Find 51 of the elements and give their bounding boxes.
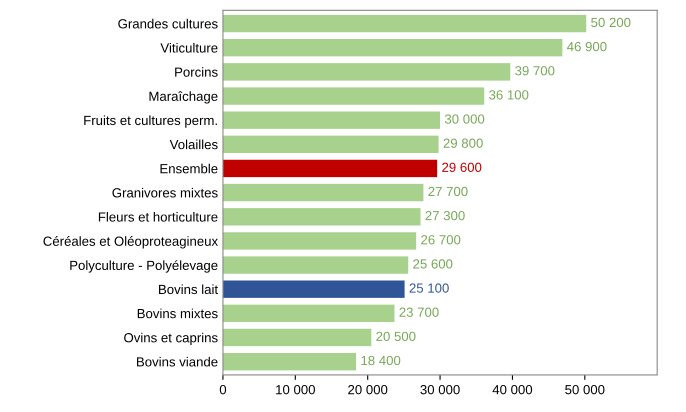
y-tick-label: Ovins et caprins — [124, 332, 218, 346]
bar — [222, 184, 424, 202]
y-tick-label: Bovins lait — [159, 284, 218, 294]
y-tick-label: Polyculture - Polyélevage — [70, 260, 218, 273]
data-label: 30 000 — [444, 114, 484, 124]
data-label: 26 700 — [421, 235, 460, 244]
bar — [222, 280, 405, 298]
data-label: 50 200 — [591, 18, 630, 28]
bar — [222, 63, 510, 81]
y-tick-label: Volailles — [170, 140, 218, 150]
data-label: 39 700 — [515, 66, 554, 76]
y-tick-label: Granivores mixtes — [112, 188, 218, 198]
data-label: 27 700 — [428, 186, 468, 196]
bar — [222, 232, 416, 250]
bar — [222, 39, 562, 56]
data-label: 18 400 — [361, 356, 400, 366]
y-tick-label: Maraîchage — [150, 91, 218, 104]
data-label: 25 100 — [410, 283, 449, 293]
bar — [222, 160, 438, 178]
bar — [222, 14, 586, 32]
data-label: 29 800 — [444, 138, 483, 148]
x-tick-label: 40 000 — [492, 384, 532, 394]
y-tick-label: Bovins viande — [137, 356, 218, 367]
data-label: 36 100 — [489, 90, 528, 100]
bar — [222, 111, 440, 129]
y-tick-label: Fruits et cultures perm. — [84, 115, 217, 128]
y-tick-label: Ensemble — [160, 164, 218, 174]
bar — [222, 328, 372, 346]
y-tick-label: Viticulture — [160, 42, 218, 53]
x-tick-label: 20 000 — [348, 384, 388, 394]
x-tick-label: 0 — [220, 384, 226, 394]
y-tick-label: Grandes cultures — [118, 18, 218, 28]
bar — [222, 304, 394, 322]
bar — [222, 256, 408, 274]
bar — [222, 208, 421, 226]
data-label: 46 900 — [567, 42, 607, 52]
data-label: 23 700 — [399, 308, 439, 317]
x-tick-label: 10 000 — [276, 384, 315, 394]
x-tick-label: 50 000 — [565, 384, 604, 394]
bar — [222, 352, 356, 370]
y-tick-label: Porcins — [175, 67, 218, 77]
y-tick-label: Céréales et Oléoproteagineux — [43, 236, 218, 248]
data-label: 20 500 — [376, 332, 416, 342]
data-label: 25 600 — [413, 259, 452, 269]
data-label: 29 600 — [442, 162, 482, 172]
bar — [222, 136, 439, 154]
x-tick-label: 30 000 — [420, 384, 460, 394]
bar — [222, 87, 484, 105]
y-tick-label: Fleurs et horticulture — [98, 212, 218, 222]
y-tick-label: Bovins mixtes — [138, 308, 218, 318]
data-label: 27 300 — [426, 210, 465, 220]
